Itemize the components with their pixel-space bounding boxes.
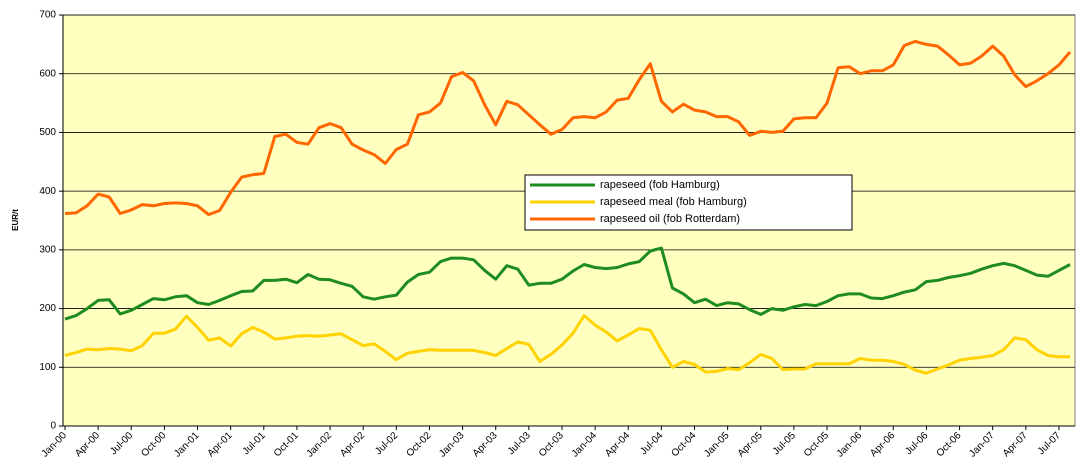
y-tick-label: 700 [39,10,56,21]
x-tick-label: Jul-03 [506,430,533,457]
y-tick-label: 400 [39,186,56,197]
x-tick-label: Apr-03 [471,430,500,459]
x-tick-label: Apr-00 [73,430,102,459]
y-tick-label: 600 [39,68,56,79]
y-tick-label: 0 [50,421,56,432]
x-tick-label: Jul-02 [373,430,400,457]
y-tick-label: 300 [39,244,56,255]
x-tick-label: Oct-04 [669,430,698,459]
x-tick-label: Jul-00 [108,430,135,457]
y-axis-label: EUR/t [11,209,20,231]
legend-label: rapeseed (fob Hamburg) [600,179,720,191]
x-tick-label: Oct-02 [404,430,433,459]
x-tick-label: Jul-04 [638,430,665,457]
x-tick-label: Jan-06 [835,430,865,460]
data-line [64,39,1072,217]
x-tick-label: Oct-00 [139,430,168,459]
x-tick-label: Jan-02 [305,430,335,460]
x-tick-label: Jul-07 [1036,430,1063,457]
x-tick-label: Apr-04 [603,430,632,459]
x-tick-label: Jan-03 [437,430,467,460]
x-tick-label: Oct-06 [935,430,964,459]
x-tick-label: Jan-04 [570,430,600,460]
x-tick-label: Apr-07 [1001,430,1030,459]
x-tick-label: Jan-01 [172,430,202,460]
x-tick-label: Apr-01 [206,430,235,459]
x-tick-label: Jul-05 [771,430,798,457]
y-tick-label: 500 [39,127,56,138]
x-tick-label: Oct-05 [802,430,831,459]
y-tick-label: 100 [39,362,56,373]
legend-label: rapeseed meal (fob Hamburg) [600,196,747,208]
data-line [64,246,1071,321]
x-tick-label: Jan-05 [702,430,732,460]
x-tick-label: Oct-01 [272,430,301,459]
x-tick-label: Apr-02 [338,430,367,459]
y-tick-label: 200 [39,303,56,314]
x-tick-label: Jul-01 [241,430,268,457]
x-tick-label: Apr-06 [868,430,897,459]
data-line [64,314,1070,375]
x-tick-label: Jul-06 [903,430,930,457]
x-tick-label: Oct-03 [537,430,566,459]
x-tick-label: Jan-07 [967,430,997,460]
x-tick-label: Apr-05 [736,430,765,459]
x-tick-label: Jan-00 [40,430,70,460]
legend-label: rapeseed oil (fob Rotterdam) [600,213,740,225]
